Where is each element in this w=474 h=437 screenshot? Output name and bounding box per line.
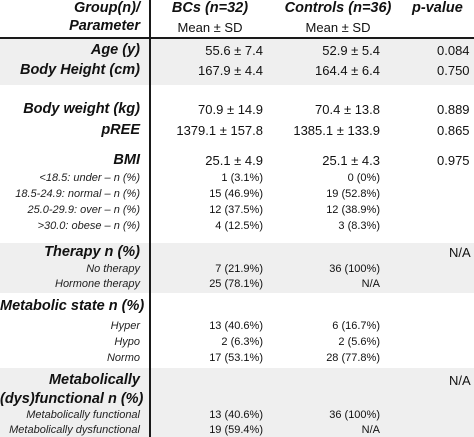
row-pree-label: pREE bbox=[101, 122, 140, 138]
header-rule bbox=[0, 37, 474, 39]
row-therapy-label: Therapy n (%) bbox=[44, 244, 140, 260]
header-controls: Controls (n=36) bbox=[284, 0, 392, 16]
row-therapy-p: N/A bbox=[449, 245, 471, 260]
bmi-over-controls: 12 (38.9%) bbox=[326, 204, 380, 216]
row-metabolic-label: Metabolic state n (%) bbox=[0, 298, 145, 314]
bmi-over-label: 25.0-29.9: over – n (%) bbox=[27, 204, 140, 216]
bmi-under-controls: 0 (0%) bbox=[347, 172, 380, 184]
row-age-label: Age (y) bbox=[90, 42, 140, 58]
header-group: Group(n)/ bbox=[73, 0, 140, 16]
dys-dysfunctional-bcs: 19 (59.4%) bbox=[209, 424, 263, 436]
bmi-under-bcs: 1 (3.1%) bbox=[221, 172, 263, 184]
header-parameter: Parameter bbox=[69, 18, 140, 34]
row-height-controls: 164.4 ± 6.4 bbox=[315, 63, 380, 78]
metabolic-hyper-label: Hyper bbox=[110, 320, 140, 332]
therapy-hormone-controls: N/A bbox=[361, 278, 380, 290]
bmi-normal-label: 18.5-24.9: normal – n (%) bbox=[15, 188, 140, 200]
therapy-hormone-label: Hormone therapy bbox=[55, 278, 140, 290]
metabolic-normo-label: Normo bbox=[106, 352, 140, 364]
metabolic-normo-bcs: 17 (53.1%) bbox=[209, 352, 263, 364]
row-height-p: 0.750 bbox=[437, 63, 470, 78]
row-dysfunctional-label-2: (dys)functional n (%) bbox=[0, 391, 144, 407]
band-therapy bbox=[0, 243, 474, 293]
therapy-none-bcs: 7 (21.9%) bbox=[215, 263, 263, 275]
row-height-bcs: 167.9 ± 4.4 bbox=[198, 63, 263, 78]
metabolic-hypo-bcs: 2 (6.3%) bbox=[221, 336, 263, 348]
therapy-none-controls: 36 (100%) bbox=[329, 263, 380, 275]
row-bmi-bcs: 25.1 ± 4.9 bbox=[205, 153, 263, 168]
bmi-obese-label: >30.0: obese – n (%) bbox=[37, 220, 140, 232]
row-bmi-label: BMI bbox=[113, 152, 140, 168]
therapy-none-label: No therapy bbox=[86, 263, 140, 275]
bmi-normal-controls: 19 (52.8%) bbox=[326, 188, 380, 200]
header-mean-sd-controls: Mean ± SD bbox=[305, 20, 371, 35]
row-weight-label: Body weight (kg) bbox=[23, 101, 140, 117]
header-mean-sd-bcs: Mean ± SD bbox=[177, 20, 243, 35]
metabolic-hyper-bcs: 13 (40.6%) bbox=[209, 320, 263, 332]
therapy-hormone-bcs: 25 (78.1%) bbox=[209, 278, 263, 290]
row-bmi-p: 0.975 bbox=[437, 153, 470, 168]
dys-functional-bcs: 13 (40.6%) bbox=[209, 409, 263, 421]
bmi-obese-bcs: 4 (12.5%) bbox=[215, 220, 263, 232]
row-bmi-controls: 25.1 ± 4.3 bbox=[322, 153, 380, 168]
row-weight-p: 0.889 bbox=[437, 102, 470, 117]
band-age-height bbox=[0, 38, 474, 85]
metabolic-hyper-controls: 6 (16.7%) bbox=[332, 320, 380, 332]
metabolic-hypo-controls: 2 (5.6%) bbox=[338, 336, 380, 348]
row-weight-bcs: 70.9 ± 14.9 bbox=[198, 102, 263, 117]
dys-dysfunctional-label: Metabolically dysfunctional bbox=[9, 424, 140, 436]
row-pree-bcs: 1379.1 ± 157.8 bbox=[176, 123, 263, 138]
bmi-normal-bcs: 15 (46.9%) bbox=[209, 188, 263, 200]
row-weight-controls: 70.4 ± 13.8 bbox=[315, 102, 380, 117]
bmi-over-bcs: 12 (37.5%) bbox=[209, 204, 263, 216]
row-pree-controls: 1385.1 ± 133.9 bbox=[293, 123, 380, 138]
row-age-bcs: 55.6 ± 7.4 bbox=[205, 43, 263, 58]
dys-functional-label: Metabolically functional bbox=[26, 409, 140, 421]
row-dysfunctional-label-1: Metabolically bbox=[48, 372, 140, 388]
dys-dysfunctional-controls: N/A bbox=[361, 424, 380, 436]
column-divider bbox=[149, 0, 151, 437]
bmi-obese-controls: 3 (8.3%) bbox=[338, 220, 380, 232]
metabolic-normo-controls: 28 (77.8%) bbox=[326, 352, 380, 364]
row-age-p: 0.084 bbox=[437, 43, 470, 58]
header-bcs: BCs (n=32) bbox=[171, 0, 249, 16]
row-age-controls: 52.9 ± 5.4 bbox=[322, 43, 380, 58]
row-height-label: Body Height (cm) bbox=[19, 62, 140, 78]
header-pvalue: p-value bbox=[412, 0, 463, 16]
bmi-under-label: <18.5: under – n (%) bbox=[39, 172, 140, 184]
row-pree-p: 0.865 bbox=[437, 123, 470, 138]
dys-functional-controls: 36 (100%) bbox=[329, 409, 380, 421]
band-dysfunctional bbox=[0, 368, 474, 437]
metabolic-hypo-label: Hypo bbox=[114, 336, 140, 348]
row-dysfunctional-p: N/A bbox=[449, 373, 471, 388]
